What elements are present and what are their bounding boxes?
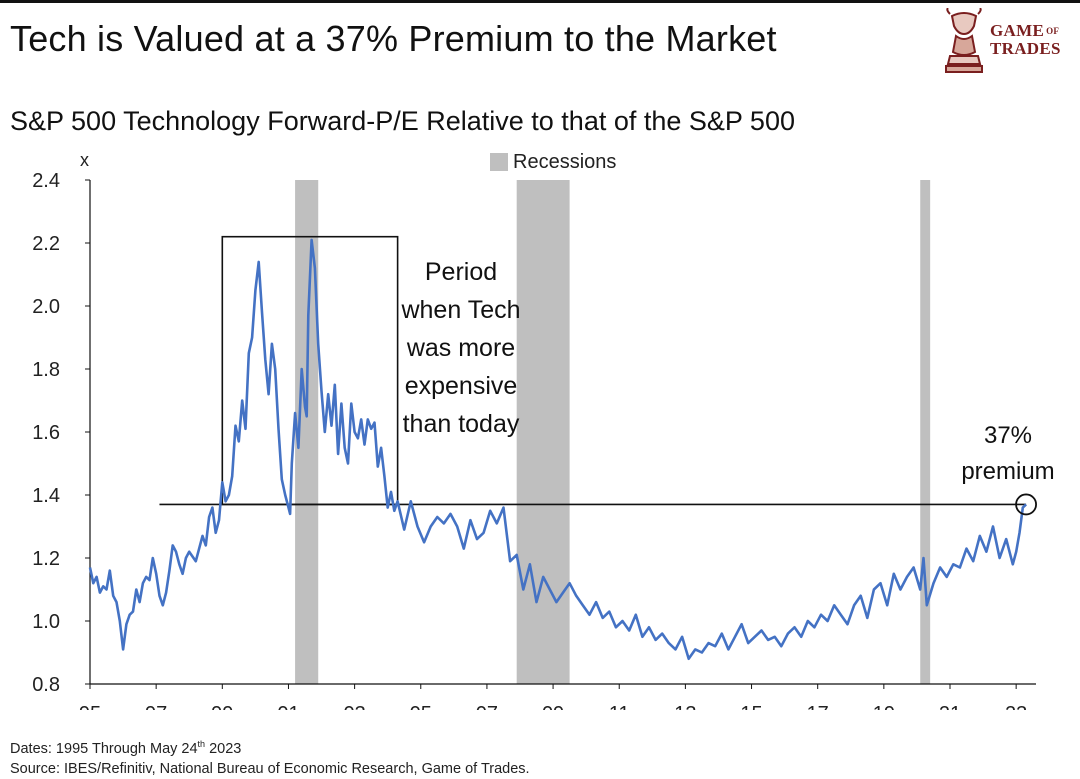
legend-recession-swatch	[490, 153, 508, 171]
recession-band-1	[295, 180, 319, 684]
y-tick-label: 1.2	[32, 548, 60, 570]
series-line-layer	[88, 238, 1028, 661]
x-tick-label: 15	[740, 703, 762, 710]
footnote-source: Source: IBES/Refinitiv, National Bureau …	[10, 760, 530, 777]
page-title: Tech is Valued at a 37% Premium to the M…	[10, 18, 777, 59]
box-annotation-line: Period	[425, 258, 497, 286]
x-tick-label: 01	[277, 703, 299, 710]
premium-annotation-line: 37%	[984, 422, 1032, 449]
x-tick-label: 95	[79, 703, 101, 710]
legend-recession-label: Recessions	[513, 151, 616, 173]
premium-annotation: 37% premium	[961, 422, 1054, 485]
recession-band-2	[516, 180, 570, 684]
current-value-marker	[1015, 493, 1037, 516]
x-tick-label: 97	[145, 703, 167, 710]
premium-annotation-line: premium	[961, 458, 1054, 485]
x-tick-label: 19	[873, 703, 895, 710]
box-annotation-line: expensive	[405, 372, 518, 400]
logo-wordmark: GAME OF TRADES	[990, 21, 1061, 58]
x-tick-label: 09	[542, 703, 564, 710]
footnotes: Dates: 1995 Through May 24th 2023 Source…	[10, 734, 530, 779]
annotations: Period when Tech was more expensive than tod…	[400, 258, 1055, 516]
y-tick-label: 0.8	[32, 674, 60, 696]
x-tick-label: 05	[410, 703, 432, 710]
y-tick-label: 2.2	[32, 233, 60, 255]
footnote-dates: Dates: 1995 Through May 24th 2023	[10, 739, 242, 757]
series-line-tech-relative-pe	[88, 238, 1028, 661]
x-tick-label: 21	[939, 703, 961, 710]
y-axis-unit-label: x	[80, 150, 89, 170]
y-tick-label: 2.4	[32, 170, 60, 192]
box-annotation-line: than today	[403, 410, 520, 438]
x-tick-label: 11	[609, 703, 630, 710]
x-tick-label: 17	[807, 703, 829, 710]
x-tick-label: 99	[211, 703, 233, 710]
y-tick-label: 1.0	[32, 611, 60, 633]
axes: x 0.8 1.0 1.2 1.4 1.6 1.8 2.0 2.2 2.4 95 97 99 01 03 05…	[32, 150, 1036, 710]
y-tick-label: 1.4	[32, 485, 60, 507]
x-tick-label: 13	[674, 703, 696, 710]
box-annotation: Period when Tech was more expensive than tod…	[400, 258, 520, 438]
recession-bands	[295, 180, 931, 684]
legend: Recessions	[490, 151, 616, 173]
x-tick-label: 23	[1005, 703, 1027, 710]
y-tick-label: 2.0	[32, 296, 60, 318]
recession-band-3	[920, 180, 931, 684]
y-tick-label: 1.6	[32, 422, 60, 444]
bull-knight-icon	[945, 7, 983, 73]
x-tick-label: 07	[476, 703, 498, 710]
box-annotation-line: when Tech	[400, 296, 520, 324]
chart-subtitle: S&P 500 Technology Forward-P/E Relative …	[10, 106, 795, 136]
game-of-trades-logo: GAME OF TRADES	[942, 7, 1072, 78]
x-tick-label: 03	[343, 703, 365, 710]
relative-pe-chart: Recessions x 0.8 1.0 1.2 1.4 1.6 1.8 2.0 2.2 2.4 9…	[32, 150, 1055, 710]
top-rule	[0, 0, 1080, 3]
box-annotation-line: was more	[406, 334, 515, 362]
y-tick-label: 1.8	[32, 359, 60, 381]
